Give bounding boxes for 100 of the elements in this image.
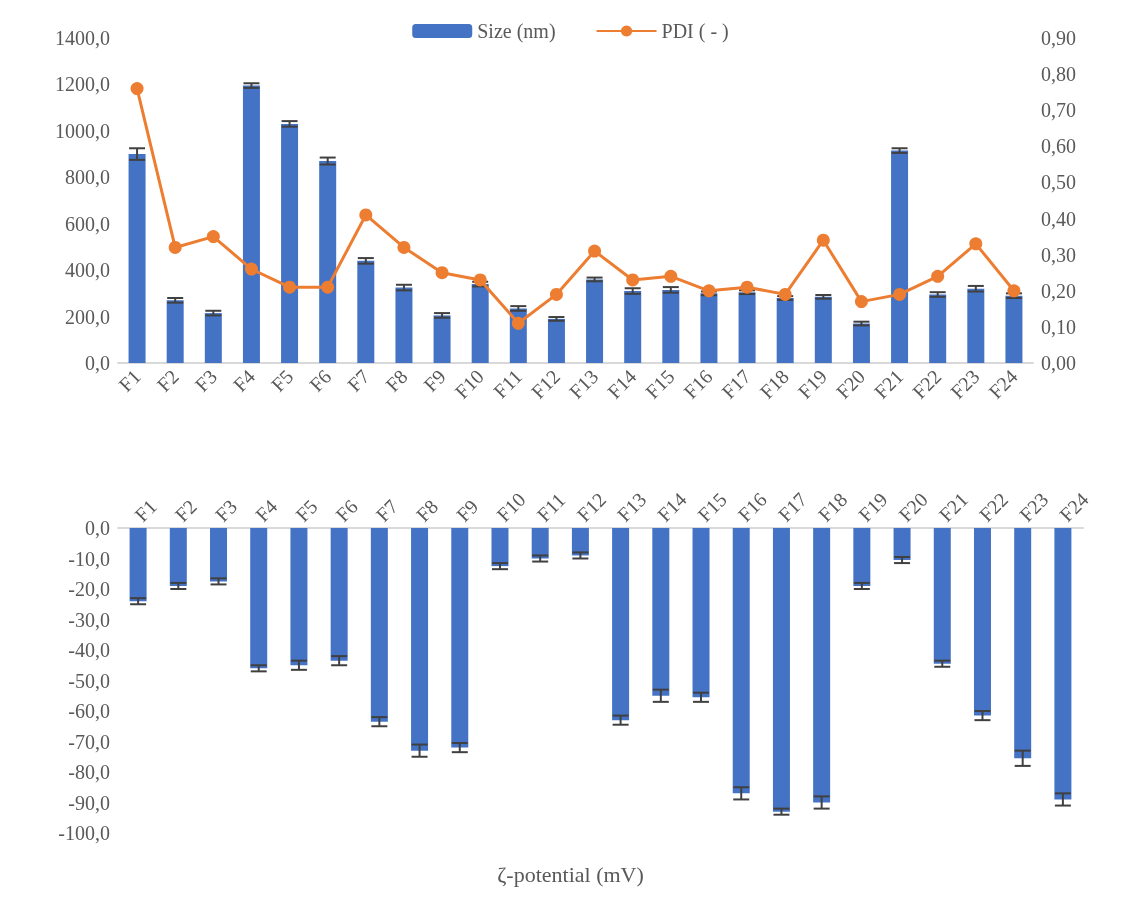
x-tick-label: F8: [381, 365, 412, 396]
point: [321, 280, 335, 294]
x-tick-label: F3: [190, 365, 222, 396]
x-tick-label: F17: [717, 365, 755, 403]
bar: [1005, 295, 1023, 363]
bar: [814, 296, 832, 363]
bar: [242, 85, 260, 363]
y2-tick-label: 0,90: [1041, 27, 1076, 49]
bar: [547, 318, 565, 363]
x-tick-label: F24: [984, 365, 1022, 403]
x-tick-label: F14: [602, 365, 641, 403]
point: [931, 269, 945, 283]
x-tick-label: F22: [974, 488, 1013, 526]
x-tick-label: F12: [572, 488, 611, 526]
point: [511, 316, 525, 330]
x-tick-label: F11: [489, 365, 527, 403]
x-tick-label: F16: [733, 488, 772, 526]
y-tick-label: 600,0: [65, 212, 110, 235]
x-tick-label: F21: [934, 488, 973, 526]
y2-tick-label: 0,70: [1041, 99, 1076, 122]
y2-tick-label: 0,80: [1041, 63, 1076, 86]
x-tick-label: F7: [343, 365, 374, 396]
bar: [281, 123, 299, 363]
point: [588, 244, 602, 258]
x-tick-label: F7: [371, 495, 403, 526]
x-tick-label: F23: [1014, 488, 1053, 526]
point: [359, 208, 373, 222]
x-tick-label: F13: [612, 488, 651, 526]
point: [130, 82, 144, 96]
x-tick-label: F8: [411, 495, 443, 526]
point: [854, 295, 868, 309]
bar: [128, 154, 146, 363]
point: [702, 284, 716, 298]
y-tick-label: -60,0: [68, 700, 110, 722]
x-tick-label: F6: [331, 495, 362, 526]
y-tick-label: -50,0: [68, 669, 110, 692]
x-tick-label: F20: [894, 488, 932, 526]
point: [435, 266, 449, 280]
y-tick-label: -70,0: [68, 730, 110, 753]
x-tick-label: F15: [693, 488, 731, 526]
x-tick-label: F9: [451, 495, 483, 526]
point: [816, 233, 830, 247]
y2-tick-label: 0,40: [1041, 207, 1076, 230]
bar: [204, 313, 222, 363]
bar: [967, 288, 985, 363]
x-tick-label: F10: [450, 365, 488, 403]
x-tick-label: F5: [291, 495, 322, 526]
x-tick-label: F10: [492, 488, 530, 526]
y-tick-label: -100,0: [58, 822, 110, 844]
y2-tick-label: 0,30: [1041, 243, 1076, 266]
bar: [471, 284, 489, 363]
x-axis-title: ζ-potential (mV): [497, 861, 644, 887]
x-tick-label: F18: [813, 488, 852, 526]
bar: [433, 315, 451, 363]
y-tick-label: 0,0: [85, 517, 110, 539]
y-tick-label: 800,0: [65, 166, 110, 189]
x-tick-label: F2: [170, 495, 202, 526]
x-tick-label: F15: [641, 365, 679, 403]
bar: [738, 292, 756, 363]
point: [1007, 284, 1021, 298]
legend-label: PDI ( - ): [661, 20, 729, 43]
x-tick-label: F19: [854, 488, 892, 526]
point: [206, 230, 220, 244]
point: [740, 280, 754, 294]
point: [244, 262, 258, 276]
y-tick-label: 1000,0: [55, 119, 110, 142]
legend-label: Size (nm): [477, 20, 556, 43]
x-tick-label: F3: [210, 495, 242, 526]
point: [664, 269, 678, 283]
x-tick-label: F16: [679, 365, 717, 403]
y2-tick-label: 0,50: [1041, 171, 1076, 194]
bar: [624, 291, 642, 363]
point: [397, 240, 411, 254]
y-tick-label: 0,0: [85, 352, 110, 374]
x-tick-label: F23: [946, 365, 984, 403]
bar: [395, 287, 413, 363]
point: [283, 280, 297, 294]
point: [778, 287, 792, 301]
x-tick-label: F12: [526, 365, 565, 403]
point: [168, 240, 182, 254]
x-tick-label: F9: [419, 365, 450, 396]
x-tick-label: F1: [130, 495, 161, 526]
x-tick-label: F14: [653, 488, 691, 526]
y-tick-label: -20,0: [68, 578, 110, 600]
x-tick-label: F21: [869, 365, 908, 403]
x-tick-label: F20: [831, 365, 870, 403]
bar: [891, 150, 909, 363]
point: [893, 287, 907, 301]
x-tick-label: F2: [152, 365, 183, 396]
point: [473, 273, 487, 287]
x-tick-label: F18: [755, 365, 793, 403]
x-tick-label: F24: [1055, 488, 1093, 526]
y2-tick-label: 0,20: [1041, 279, 1076, 302]
y-tick-label: -90,0: [68, 791, 110, 814]
x-tick-label: F5: [266, 365, 298, 396]
x-tick-label: F4: [228, 365, 260, 396]
y2-tick-label: 0,00: [1041, 352, 1076, 374]
x-tick-label: F19: [793, 365, 832, 403]
bar: [586, 279, 604, 363]
bar: [929, 294, 947, 363]
